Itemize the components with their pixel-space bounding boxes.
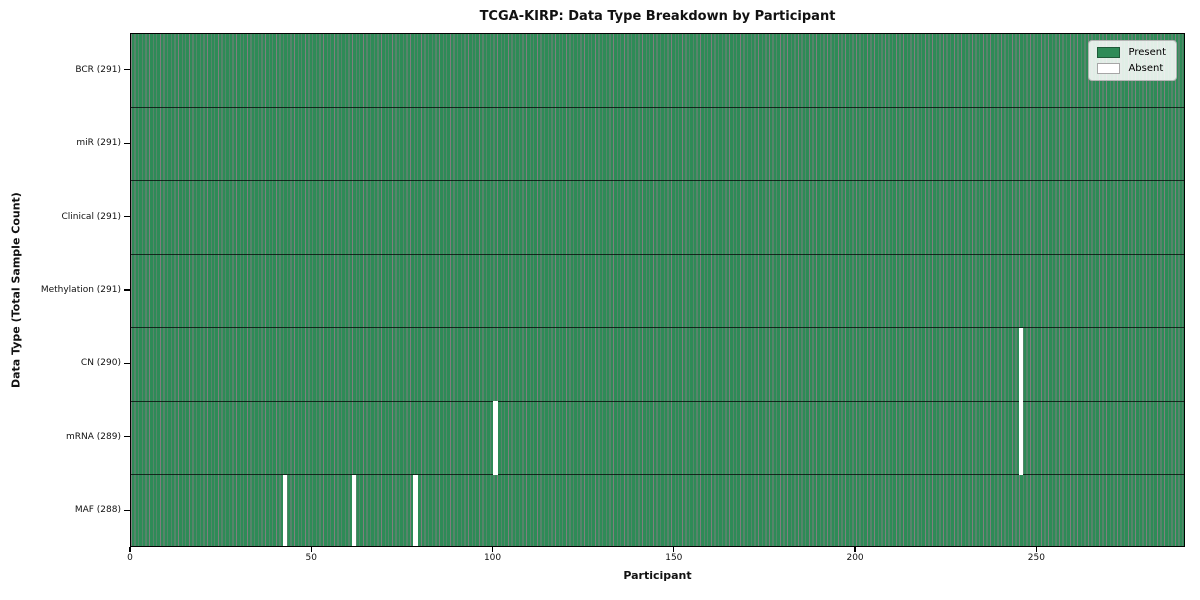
legend-item-present: Present xyxy=(1097,47,1166,58)
y-tick-mark xyxy=(124,142,130,144)
row-separator xyxy=(131,473,1184,476)
legend-item-absent: Absent xyxy=(1097,63,1166,74)
legend-label-absent: Absent xyxy=(1128,63,1164,74)
x-tick-label-50: 50 xyxy=(305,553,317,563)
y-tick-mark xyxy=(124,69,130,71)
absent-bar-mRNA-100 xyxy=(493,401,498,475)
x-tick-mark xyxy=(491,547,494,552)
x-tick-mark xyxy=(673,547,675,552)
x-tick-label-200: 200 xyxy=(846,553,864,563)
y-tick-label-Methylation: Methylation (291) xyxy=(40,285,121,295)
x-tick-label-250: 250 xyxy=(1027,553,1045,563)
x-tick-label-150: 150 xyxy=(665,553,683,563)
x-tick-label-0: 0 xyxy=(127,553,133,563)
row-separator xyxy=(131,180,1184,182)
y-tick-mark xyxy=(124,289,130,291)
legend: Present Absent xyxy=(1088,40,1177,81)
absent-swatch-icon xyxy=(1097,63,1121,74)
y-tick-label-Clinical: Clinical (291) xyxy=(61,211,121,222)
absent-bar-MAF-61 xyxy=(351,474,357,546)
plot-area: Present Absent xyxy=(130,33,1185,547)
chart-title: TCGA-KIRP: Data Type Breakdown by Partic… xyxy=(479,9,836,24)
absent-bar-mRNA-245 xyxy=(1018,401,1024,475)
y-tick-label-miR: miR (291) xyxy=(76,138,121,149)
y-tick-label-BCR: BCR (291) xyxy=(75,64,121,75)
y-tick-mark xyxy=(124,436,130,438)
x-tick-label-100: 100 xyxy=(483,553,502,563)
absent-bar-MAF-42 xyxy=(282,474,288,546)
absent-bar-MAF-78 xyxy=(413,474,418,546)
present-swatch-icon xyxy=(1097,47,1121,58)
absent-bar-CN-245 xyxy=(1018,327,1024,402)
y-tick-label-CN: CN (290) xyxy=(80,358,121,369)
x-tick-mark xyxy=(854,547,856,552)
row-separator xyxy=(131,400,1184,402)
y-tick-mark xyxy=(124,215,130,218)
x-tick-mark xyxy=(129,547,131,552)
y-tick-label-mRNA: mRNA (289) xyxy=(66,431,121,442)
legend-label-present: Present xyxy=(1128,47,1166,58)
y-tick-mark xyxy=(124,509,130,511)
x-tick-mark xyxy=(1035,547,1037,552)
x-axis-label: Participant xyxy=(623,569,692,582)
row-separator xyxy=(131,327,1184,329)
row-separator xyxy=(131,106,1184,109)
y-tick-mark xyxy=(124,362,130,365)
row-separator xyxy=(131,253,1184,255)
y-tick-label-MAF: MAF (288) xyxy=(74,505,121,516)
x-tick-mark xyxy=(310,547,312,552)
